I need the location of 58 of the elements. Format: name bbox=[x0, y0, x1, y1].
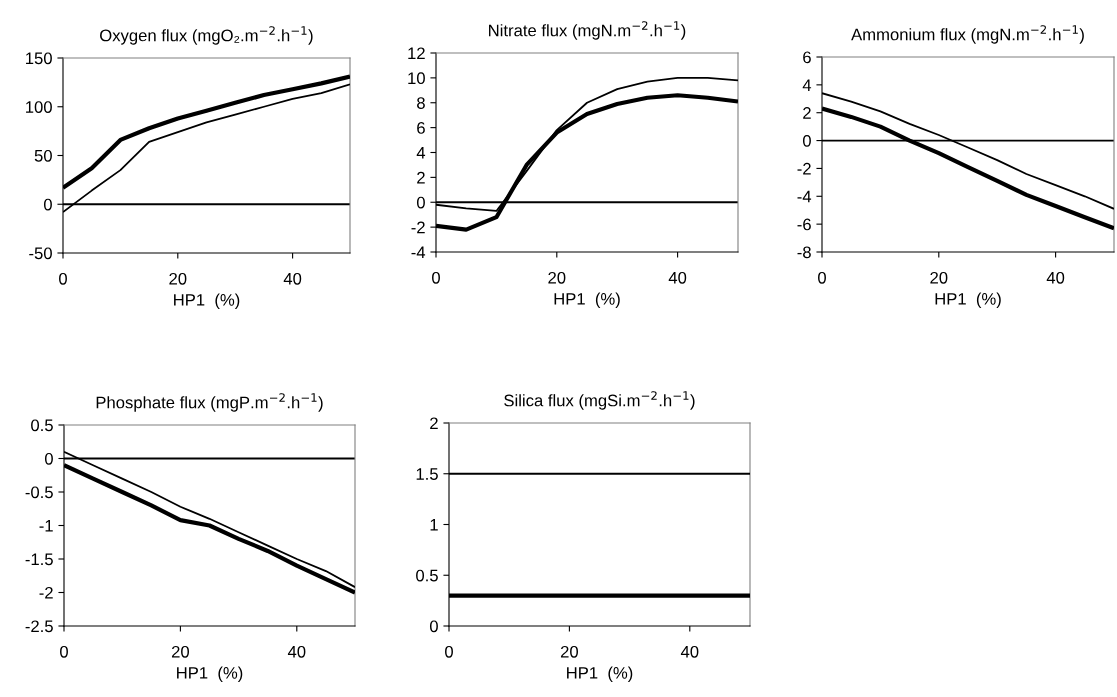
y-tick-label: 12 bbox=[408, 47, 425, 60]
y-tick-label: -2.5 bbox=[25, 620, 53, 633]
x-axis-title: HP1 (%) bbox=[554, 292, 620, 309]
y-tick-label: 50 bbox=[34, 149, 52, 162]
y-tick-label: -2 bbox=[39, 586, 53, 599]
x-tick-label: 40 bbox=[668, 271, 687, 284]
x-tick-label: 0 bbox=[59, 272, 67, 285]
y-tick-label: 4 bbox=[416, 147, 426, 159]
y-tick-label: -1.5 bbox=[25, 553, 53, 566]
y-tick-label: 2 bbox=[803, 107, 811, 119]
y-tick-label: 4 bbox=[802, 79, 812, 91]
chart-title: Phosphate flux (mgP.m$^{−2}$.h$^{−1}$) bbox=[96, 393, 323, 412]
x-tick-label: 20 bbox=[171, 645, 190, 658]
x-tick-label: 40 bbox=[1046, 271, 1065, 284]
chart-title: Ammonium flux (mgN.m$^{−2}$.h$^{−1}$) bbox=[851, 25, 1084, 44]
y-tick-label: 0.5 bbox=[31, 419, 53, 432]
y-tick-label: 0 bbox=[802, 134, 811, 147]
y-tick-label: 0 bbox=[429, 620, 438, 633]
chart-title: Oxygen flux (mgO₂.m$^{−2}$.h$^{−1}$) bbox=[100, 26, 313, 45]
x-tick-label: 20 bbox=[548, 271, 566, 284]
chart-title: Silica flux (mgSi.m$^{−2}$.h$^{−1}$) bbox=[504, 391, 695, 410]
y-tick-label: 1.5 bbox=[416, 468, 438, 480]
y-tick-label: 10 bbox=[408, 72, 425, 85]
x-tick-label: 0 bbox=[60, 645, 68, 658]
y-tick-label: 1 bbox=[430, 519, 438, 531]
x-tick-label: 0 bbox=[445, 645, 453, 658]
y-tick-label: 6 bbox=[803, 51, 811, 64]
y-tick-label: -0.5 bbox=[25, 486, 53, 499]
y-tick-label: 2 bbox=[417, 171, 425, 184]
y-tick-label: 0.5 bbox=[416, 569, 438, 582]
y-tick-label: 150 bbox=[26, 52, 52, 65]
y-tick-label: -6 bbox=[797, 218, 811, 231]
x-axis-title: HP1 (%) bbox=[567, 666, 633, 683]
chart-title: Nitrate flux (mgN.m$^{−2}$.h$^{−1}$) bbox=[489, 21, 686, 40]
x-tick-label: 40 bbox=[287, 645, 306, 658]
x-tick-label: 0 bbox=[818, 271, 826, 284]
y-tick-label: -50 bbox=[29, 247, 52, 260]
x-tick-label: 20 bbox=[930, 271, 948, 284]
x-tick-label: 20 bbox=[560, 645, 579, 658]
x-tick-label: 20 bbox=[169, 272, 187, 285]
y-tick-label: 100 bbox=[26, 101, 52, 113]
x-tick-label: 40 bbox=[283, 272, 302, 285]
y-tick-label: 0 bbox=[416, 196, 425, 209]
y-tick-label: -4 bbox=[797, 190, 812, 203]
y-tick-label: 8 bbox=[417, 97, 425, 109]
y-tick-label: -2 bbox=[411, 221, 425, 234]
x-axis-title: HP1 (%) bbox=[177, 666, 243, 683]
y-tick-label: 6 bbox=[417, 122, 425, 134]
y-tick-label: -8 bbox=[797, 246, 811, 259]
y-tick-label: -2 bbox=[797, 162, 811, 175]
y-tick-label: 2 bbox=[430, 417, 438, 430]
y-tick-label: -4 bbox=[411, 246, 426, 259]
y-tick-label: 0 bbox=[44, 452, 53, 465]
y-tick-label: 0 bbox=[43, 198, 52, 211]
x-axis-title: HP1 (%) bbox=[935, 292, 1001, 309]
x-axis-title: HP1 (%) bbox=[174, 293, 240, 310]
x-tick-label: 40 bbox=[680, 645, 699, 658]
y-tick-label: -1 bbox=[39, 520, 53, 532]
